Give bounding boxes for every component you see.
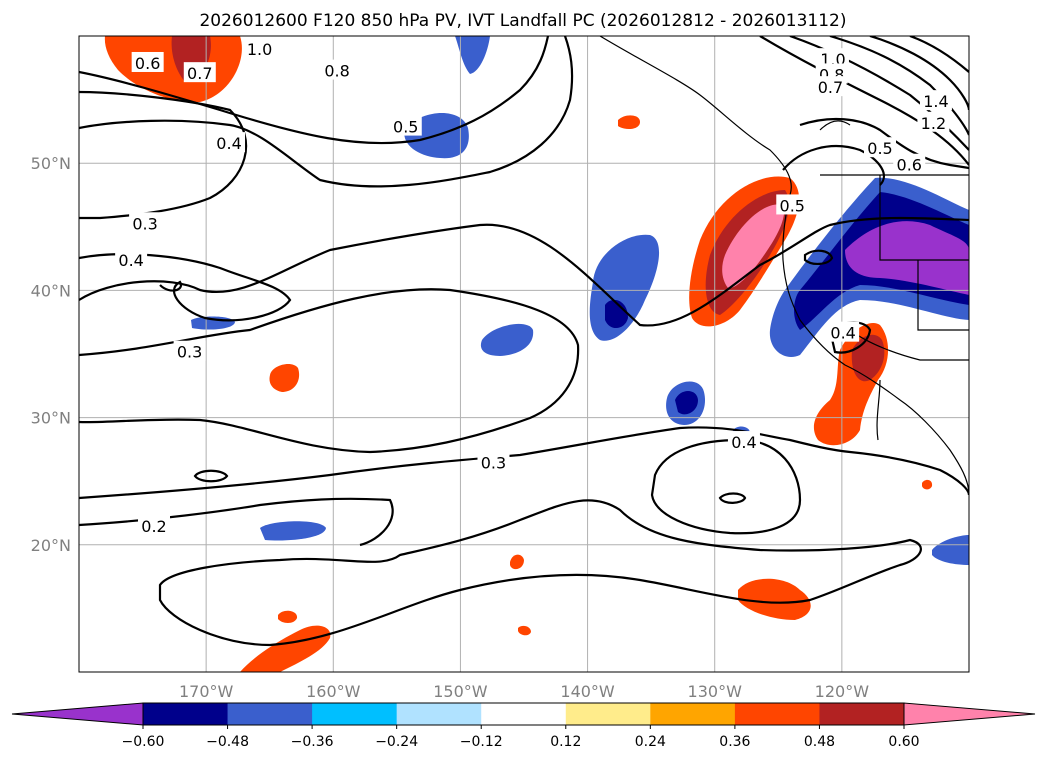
contour-label-bg (213, 132, 246, 153)
lon-tick-label: 120°W (815, 682, 870, 701)
contour-label-bg (917, 111, 950, 132)
chart-title: 2026012600 F120 850 hPa PV, IVT Landfall… (199, 11, 846, 31)
colorbar-extend-high (903, 702, 1036, 726)
colorbar-swatch (819, 703, 905, 725)
colorbar-swatch (312, 703, 398, 725)
latitude-tick-labels: 20°N 30°N 40°N 50°N (31, 154, 71, 555)
colorbar-tick-label: 0.24 (635, 734, 666, 750)
colorbar-tick-label: −0.12 (460, 734, 503, 750)
lon-tick-label: 130°W (688, 682, 743, 701)
lon-tick-label: 140°W (560, 682, 615, 701)
contour-label: 1.4 (923, 92, 948, 111)
contour-label-bg (727, 431, 760, 452)
lon-tick-label: 170°W (179, 682, 234, 701)
contour-label: 0.7 (818, 78, 843, 97)
pv-contour-labels: 1.00.60.7 0.80.50.40.30.40.30.30.40.21.00… (115, 37, 952, 536)
colorbar-tick-label: 0.48 (804, 734, 835, 750)
colorbar-swatch (481, 703, 567, 725)
contour-label: 0.3 (177, 343, 202, 362)
contour-label-bg (243, 37, 276, 58)
contour-label: 0.5 (867, 139, 892, 158)
contour-label: 0.6 (135, 54, 160, 73)
colorbar-tick-label: −0.36 (291, 734, 334, 750)
contour-label: 0.4 (118, 251, 143, 270)
contour-label-bg (389, 115, 422, 136)
contour-label-bg (816, 48, 849, 69)
colorbar-swatch (734, 703, 820, 725)
contour-label-bg (129, 212, 162, 233)
lon-tick-label: 150°W (433, 682, 488, 701)
contour-label: 0.4 (216, 134, 241, 153)
contour-label-bg (814, 76, 847, 97)
pv-fill-patches (104, 36, 969, 672)
colorbar-swatch (143, 703, 229, 725)
contour-label-bg (919, 90, 952, 111)
colorbar (11, 702, 1036, 726)
colorbar-frame (142, 702, 905, 726)
colorbar-tick-label: 0.60 (888, 734, 919, 750)
contour-label-bg (115, 249, 148, 270)
colorbar-extend-low (11, 702, 144, 726)
contour-label-bg (776, 194, 809, 215)
contour-label: 0.7 (187, 64, 212, 83)
contour-label-bg (321, 59, 354, 80)
contour-label-bg (183, 62, 216, 83)
contour-label: 0.3 (481, 453, 506, 472)
contour-label: 0.5 (393, 118, 418, 137)
colorbar-tick-label: −0.48 (206, 734, 249, 750)
contour-label-bg (864, 137, 896, 158)
lon-tick-label: 160°W (306, 682, 361, 701)
contour-label: 0.5 (780, 196, 805, 215)
colorbar-tick-label: 0.12 (550, 734, 581, 750)
contour-label-bg (138, 514, 171, 535)
colorbar-tick-labels: −0.60 −0.48 −0.36 −0.24 −0.12 0.12 0.24 0.36 0.4… (122, 725, 920, 750)
lat-tick-label: 40°N (31, 281, 71, 300)
colorbar-swatch (396, 703, 482, 725)
contour-label-bg (173, 340, 206, 361)
colorbar-swatch (227, 703, 313, 725)
colorbar-swatch (650, 703, 736, 725)
contour-label: 0.6 (897, 156, 922, 175)
colorbar-tick-label: −0.24 (375, 734, 418, 750)
map-frame (78, 35, 970, 673)
colorbar-tick-label: −0.60 (122, 734, 165, 750)
lat-tick-label: 30°N (31, 409, 71, 428)
contour-label: 0.8 (324, 62, 349, 81)
contour-label-bg (477, 451, 510, 472)
colorbar-tick-label: 0.36 (719, 734, 750, 750)
colorbar-swatch (565, 703, 651, 725)
contour-label: 1.0 (247, 40, 272, 59)
lat-tick-label: 20°N (31, 536, 71, 555)
contour-label: 0.2 (141, 517, 166, 536)
longitude-tick-labels: 170°W 160°W 150°W 140°W 130°W 120°W (179, 682, 869, 701)
contour-label-bg (893, 153, 926, 174)
contour-label: 0.3 (132, 214, 157, 233)
contour-label-bg (827, 321, 860, 342)
contour-label: 0.4 (731, 433, 756, 452)
contour-label: 0.4 (830, 324, 855, 343)
map: 1.00.60.7 0.80.50.40.30.40.30.30.40.21.00… (79, 36, 969, 672)
lat-tick-label: 50°N (31, 154, 71, 173)
contour-label-bg (131, 51, 164, 72)
grid-lines (79, 36, 969, 672)
contour-label: 1.2 (921, 114, 946, 133)
